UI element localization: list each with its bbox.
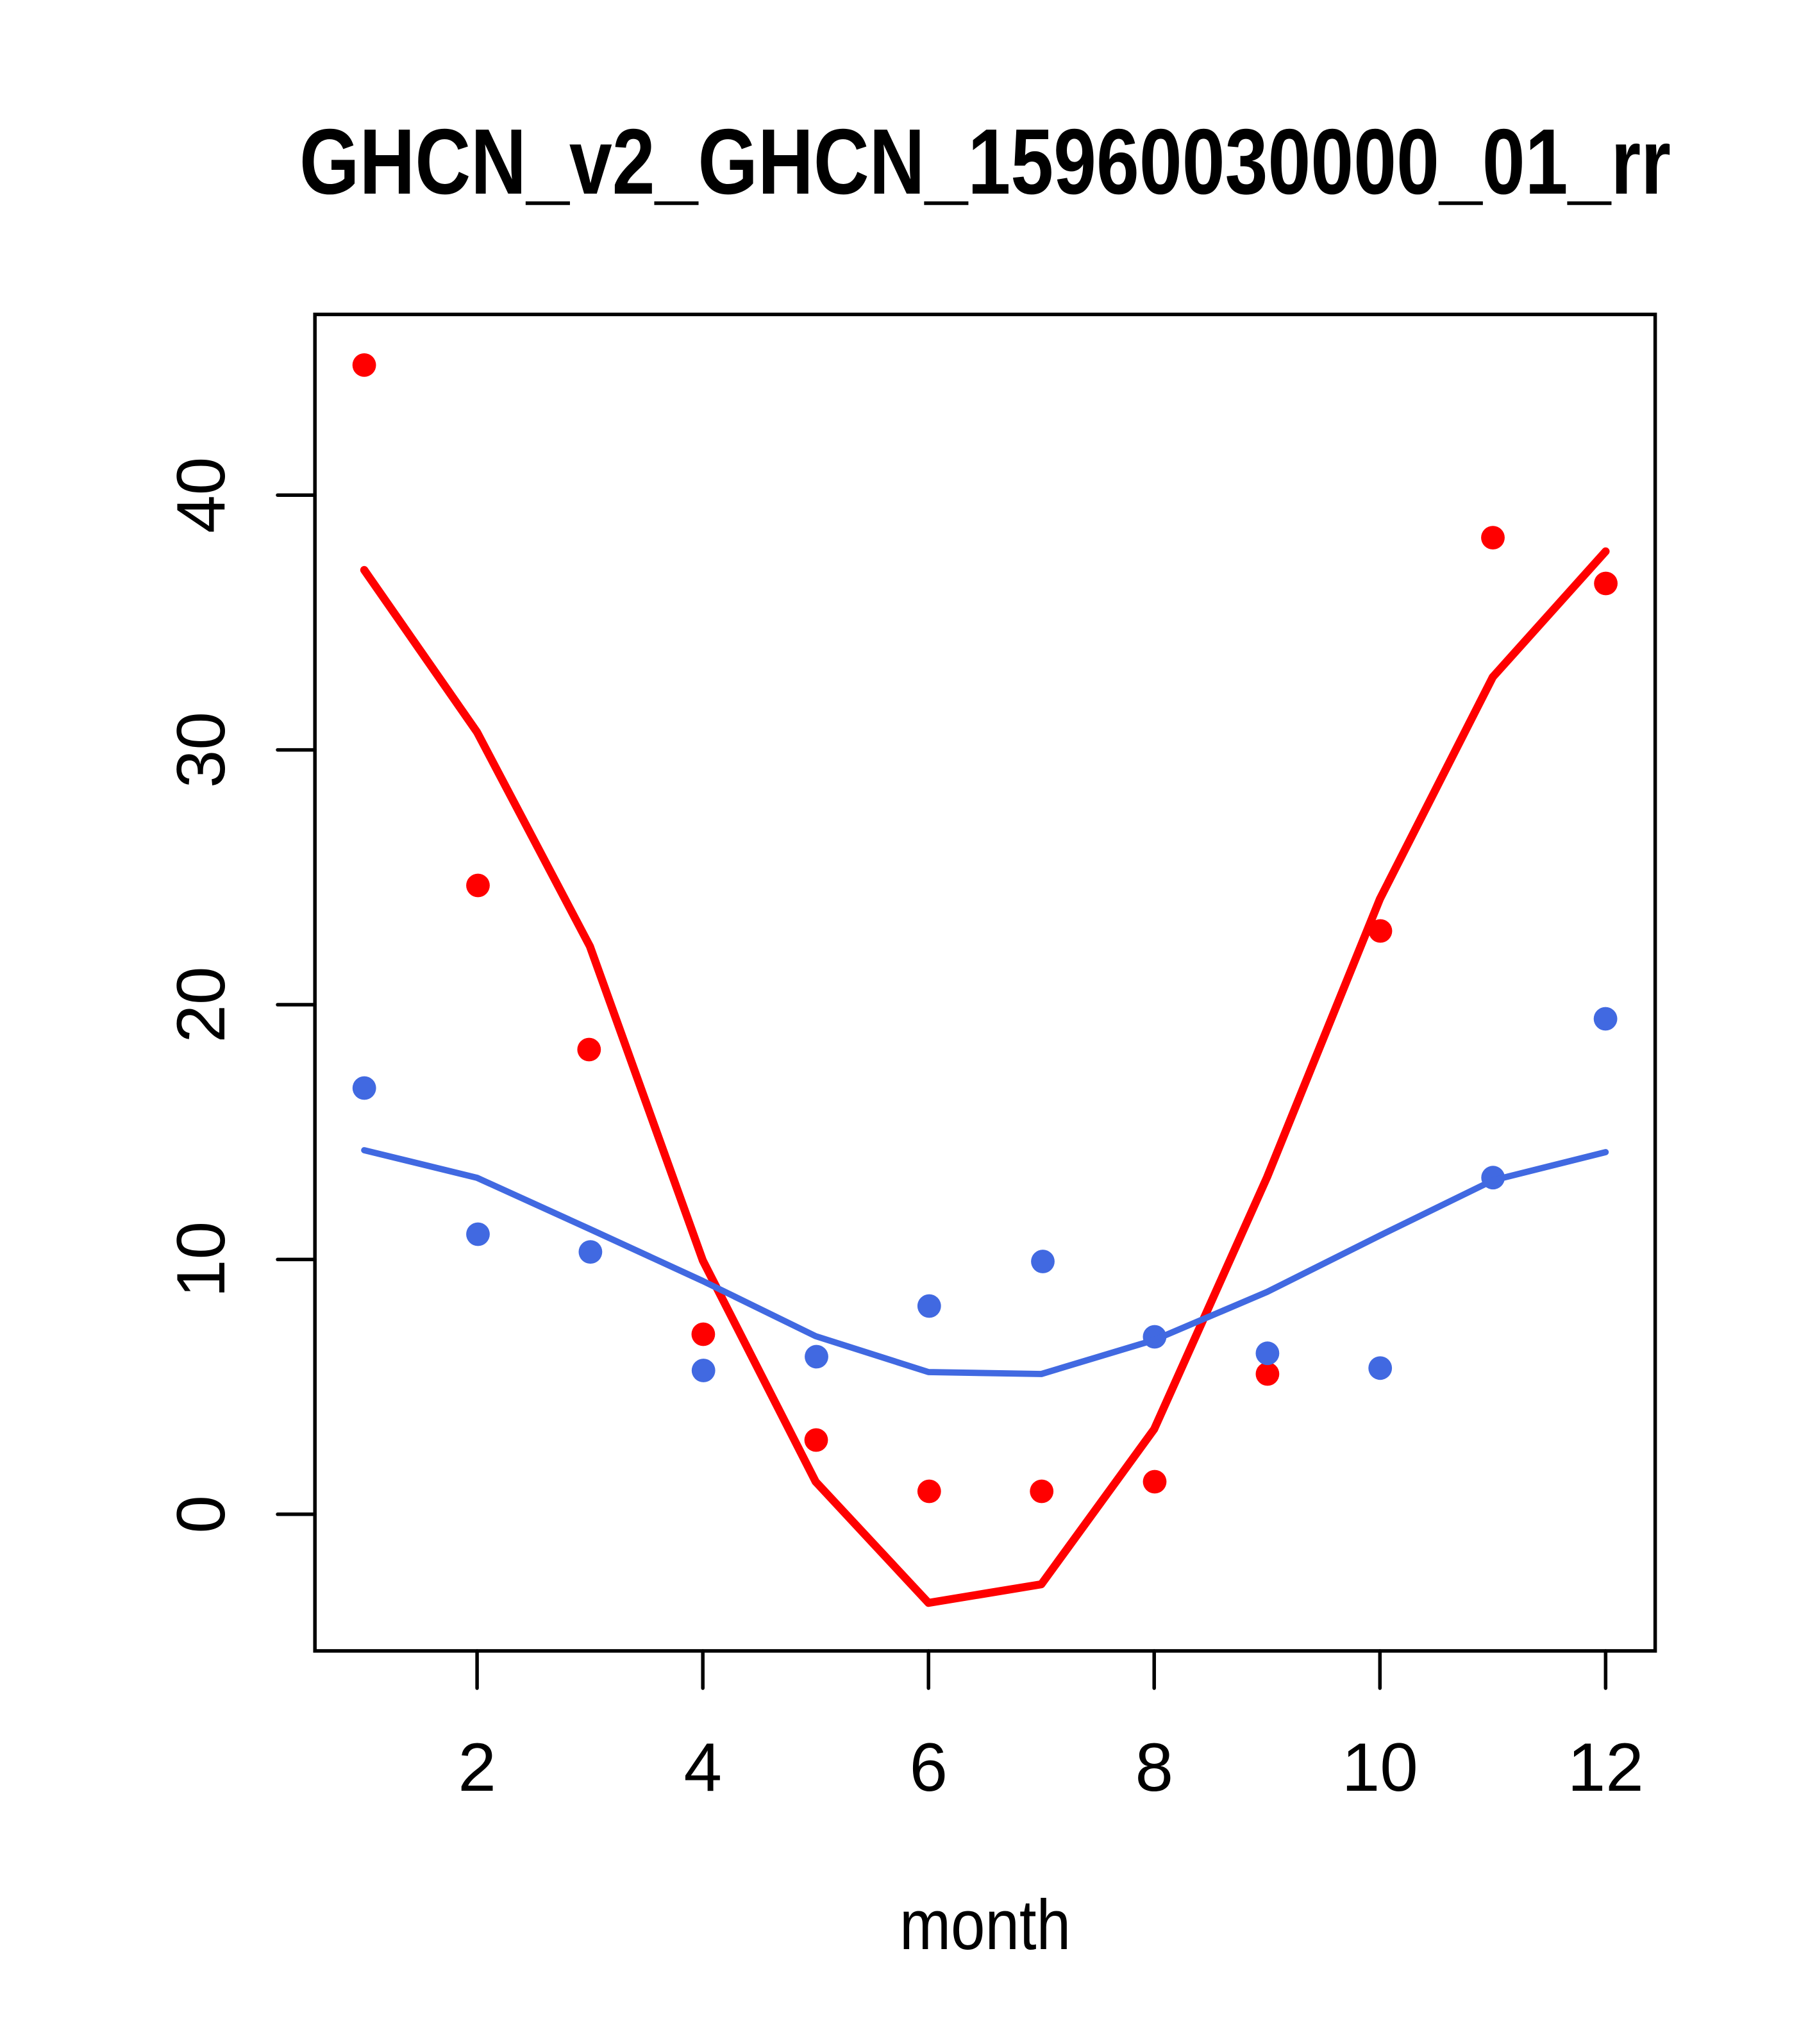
svg-text:GHCN_v2_GHCN_15960030000_01_rr: GHCN_v2_GHCN_15960030000_01_rr bbox=[299, 110, 1671, 214]
svg-text:30: 30 bbox=[162, 712, 239, 788]
svg-text:2: 2 bbox=[458, 1729, 496, 1805]
svg-text:4: 4 bbox=[683, 1729, 722, 1805]
svg-text:10: 10 bbox=[162, 1221, 239, 1298]
svg-text:8: 8 bbox=[1135, 1729, 1173, 1805]
svg-text:10: 10 bbox=[1342, 1729, 1418, 1805]
svg-text:0: 0 bbox=[162, 1495, 239, 1534]
svg-text:20: 20 bbox=[162, 966, 239, 1043]
svg-text:12: 12 bbox=[1568, 1729, 1644, 1805]
svg-text:6: 6 bbox=[909, 1729, 948, 1805]
svg-text:40: 40 bbox=[162, 457, 239, 533]
svg-text:month: month bbox=[900, 1886, 1071, 1964]
